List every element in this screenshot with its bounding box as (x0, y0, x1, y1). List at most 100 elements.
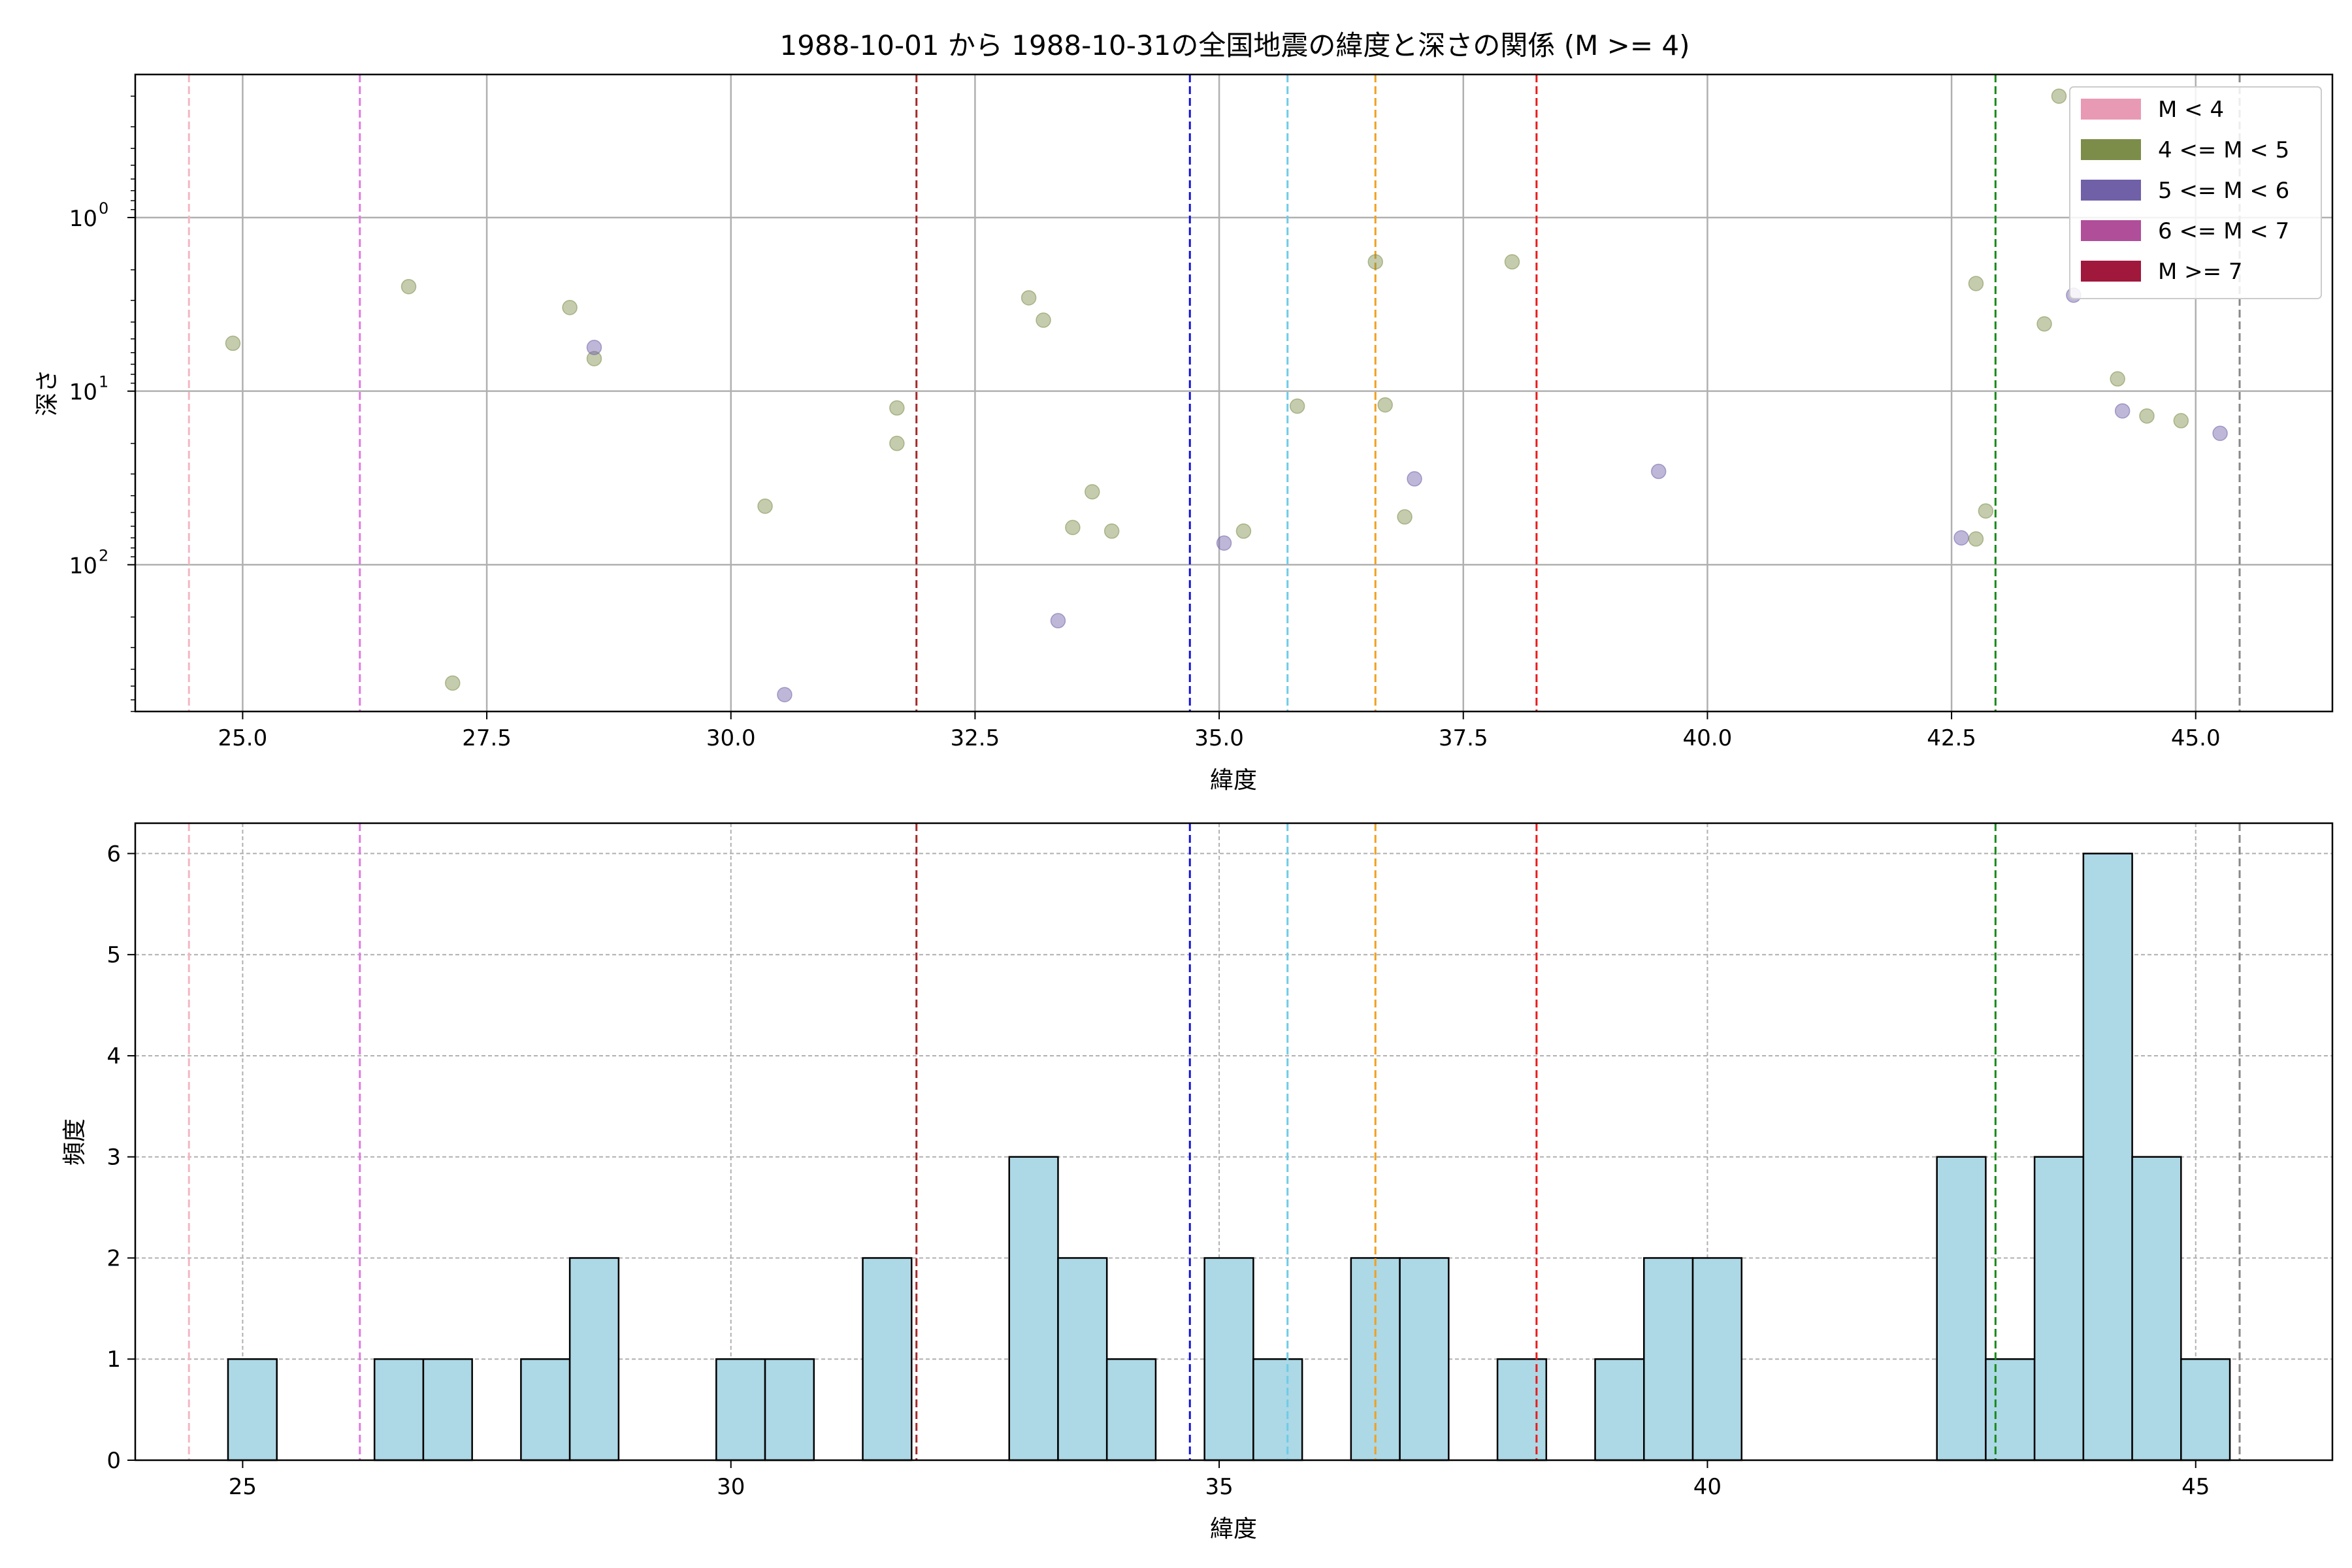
scatter-point (1050, 613, 1066, 629)
scatter-point (1216, 535, 1232, 551)
scatter-point (757, 498, 773, 514)
legend-label: 5 <= M < 6 (2158, 178, 2289, 204)
histogram-y-axis-label: 頻度 (61, 1119, 88, 1166)
histogram-bar (422, 1358, 473, 1462)
scatter-point (1377, 397, 1393, 413)
histogram-y-axis-ticks: 0 1 2 3 4 5 6 (106, 841, 135, 1474)
histogram-reference-lines (188, 823, 2241, 1460)
histogram-bar (1643, 1257, 1694, 1462)
histogram-bar (764, 1358, 815, 1462)
scatter-point (1103, 523, 1120, 539)
scatter-point (2114, 403, 2131, 419)
scatter-y-tick-exponent: 2 (99, 546, 108, 564)
scatter-x-tick-label: 42.5 (1927, 725, 1976, 751)
legend-swatch (2081, 261, 2141, 282)
scatter-x-axis-ticks: 25.0 27.5 30.0 32.5 35.0 37.5 40.0 42.5 45.0 (218, 711, 2221, 751)
histogram-bar (1203, 1257, 1254, 1462)
scatter-point (1367, 254, 1383, 270)
histogram-bar (568, 1257, 620, 1462)
histogram-bar (520, 1358, 571, 1462)
histogram-bar (1936, 1156, 1987, 1462)
scatter-point (2212, 425, 2228, 442)
scatter-point (1650, 463, 1667, 480)
histogram-bar (1691, 1257, 1742, 1462)
scatter-y-tick-label: 10 (69, 380, 97, 406)
histogram-bar (2082, 853, 2133, 1462)
scatter-point (1235, 523, 1252, 539)
scatter-point (562, 299, 578, 316)
histogram-y-tick-label: 3 (106, 1145, 121, 1171)
scatter-point (777, 687, 792, 702)
histogram-bar (1399, 1257, 1450, 1462)
legend-label: 6 <= M < 7 (2158, 218, 2289, 244)
scatter-point (1085, 484, 1100, 500)
histogram-y-tick-label: 0 (106, 1448, 121, 1474)
histogram-x-axis-label: 緯度 (1210, 1516, 1257, 1543)
scatter-x-tick-label: 37.5 (1439, 725, 1488, 751)
scatter-point (1407, 471, 1422, 487)
scatter-point (2173, 413, 2189, 429)
scatter-y-tick-label: 10 (69, 553, 97, 579)
scatter-point (1968, 531, 1984, 547)
scatter-point (1021, 290, 1037, 306)
scatter-y-tick-exponent: 1 (99, 373, 108, 391)
scatter-plot-frame (134, 73, 2334, 713)
histogram-x-tick-label: 25 (229, 1474, 257, 1500)
scatter-point (586, 340, 602, 355)
histogram-y-tick-label: 1 (106, 1347, 121, 1373)
scatter-x-tick-label: 25.0 (218, 725, 268, 751)
histogram-bar (1105, 1358, 1157, 1462)
scatter-gridlines (135, 74, 2332, 711)
scatter-point (889, 435, 905, 451)
scatter-point (1036, 312, 1051, 328)
scatter-x-tick-label: 45.0 (2171, 725, 2221, 751)
scatter-point (1289, 398, 1305, 414)
histogram-bar (2033, 1156, 2085, 1462)
histogram-x-tick-label: 30 (717, 1474, 745, 1500)
legend-swatch (2081, 139, 2141, 160)
scatter-point (1978, 503, 1994, 519)
legend-swatch (2081, 180, 2141, 201)
scatter-x-tick-label: 40.0 (1683, 725, 1733, 751)
scatter-x-tick-label: 35.0 (1194, 725, 1244, 751)
histogram-bar (1985, 1358, 2036, 1462)
histogram-bar (1252, 1358, 1303, 1462)
scatter-point (1397, 509, 1413, 525)
histogram-bar (862, 1257, 913, 1462)
histogram-y-tick-label: 2 (106, 1245, 121, 1271)
scatter-x-tick-label: 30.0 (706, 725, 756, 751)
histogram-bar (1496, 1358, 1548, 1462)
histogram-plot-frame (134, 822, 2334, 1462)
scatter-point (586, 351, 602, 367)
chart-title: 1988-10-01 から 1988-10-31の全国地震の緯度と深さの関係 (… (779, 29, 1690, 61)
legend-swatch (2081, 220, 2141, 241)
scatter-x-tick-label: 32.5 (951, 725, 1000, 751)
scatter-y-tick-exponent: 0 (99, 199, 108, 218)
histogram-y-tick-label: 6 (106, 841, 121, 867)
scatter-point (2036, 316, 2052, 332)
histogram-bar (1008, 1156, 1059, 1462)
scatter-point (225, 335, 241, 351)
histogram-bar (715, 1358, 766, 1462)
histogram-x-axis-ticks: 25 30 35 40 45 (229, 1460, 2210, 1500)
histogram-x-tick-label: 40 (1693, 1474, 1722, 1500)
scatter-point (2139, 408, 2155, 424)
legend-label: M < 4 (2158, 97, 2224, 123)
scatter-x-axis-label: 緯度 (1210, 767, 1257, 794)
scatter-point (2110, 371, 2125, 387)
histogram-bar (373, 1358, 425, 1462)
scatter-point (445, 675, 461, 691)
scatter-point (1953, 530, 1969, 546)
scatter-point (1065, 519, 1081, 536)
legend-swatch (2081, 99, 2141, 120)
histogram-y-tick-label: 4 (106, 1043, 121, 1070)
histogram-bar (2180, 1358, 2231, 1462)
histogram-bar (227, 1358, 278, 1462)
histogram-bars (227, 853, 2231, 1462)
scatter-panel: 25.0 27.5 30.0 32.5 35.0 37.5 40.0 42.5 45.0 10 0… (34, 73, 2334, 794)
scatter-y-tick-label: 10 (69, 206, 97, 232)
histogram-bar (1057, 1257, 1108, 1462)
